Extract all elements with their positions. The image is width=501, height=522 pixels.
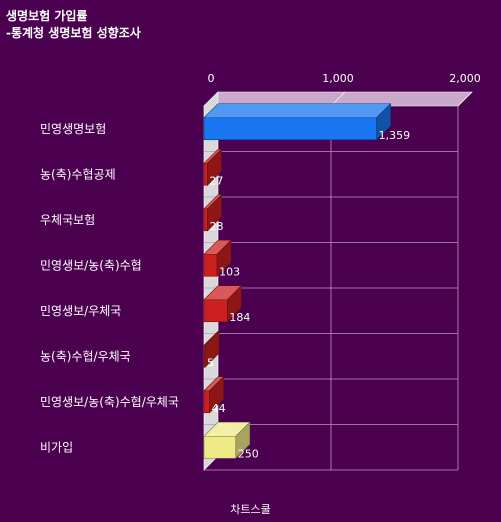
bar-front-5 [203,299,228,323]
bar-side-8 [235,421,251,459]
bar-side-2 [207,148,222,186]
grid-line-depth [457,91,473,107]
category-label: 민영생보/농(축)수협/우체국 [40,395,179,409]
category-label: 민영생보/농(축)수협 [40,258,142,272]
bar-side-3 [207,194,222,232]
value-label: 5 [207,356,214,369]
bar-front-4 [203,253,218,277]
bar-front-7 [203,390,210,414]
bar-chart: 0 1,000 2,000 1,359 민영생명보험 27 농(축)수협공제 28 우체국보험 1… [40,72,481,471]
bar-side-7 [209,376,224,414]
value-label: 250 [238,447,259,460]
category-label: 농(축)수협/우체국 [40,349,131,363]
x-tick-label: 0 [208,72,215,85]
bar-side-4 [216,239,232,277]
category-label: 농(축)수협공제 [40,167,116,181]
bar-front-8 [203,435,237,459]
category-label: 민영생보/우체국 [40,304,121,318]
value-label: 27 [209,174,223,187]
value-label: 103 [219,265,240,278]
chart-title-line-1: 생명보험 가입률 [6,9,88,23]
x-tick-label: 1,000 [322,72,354,85]
value-label: 184 [229,311,250,324]
value-label: 1,359 [379,129,411,142]
bar-side-5 [227,285,242,323]
bar-front-2 [203,162,208,186]
chart-title: 생명보험 가입률 -통계청 생명보험 성향조사 [6,8,141,42]
footer-credit: 차트스쿨 [230,503,271,516]
category-label: 민영생명보험 [40,122,106,136]
category-label: 우체국보험 [40,213,95,227]
bar-top-1 [203,103,392,119]
chart-title-line-2: -통계청 생명보험 성향조사 [6,26,141,40]
bar-side-1 [376,103,391,141]
category-label: 비가입 [40,440,73,454]
bar-side-6 [204,330,220,368]
value-label: 44 [212,402,226,415]
value-label: 28 [210,220,224,233]
x-tick-label: 2,000 [449,72,481,85]
bar-front-1 [203,117,377,141]
bar-front-3 [203,208,208,232]
